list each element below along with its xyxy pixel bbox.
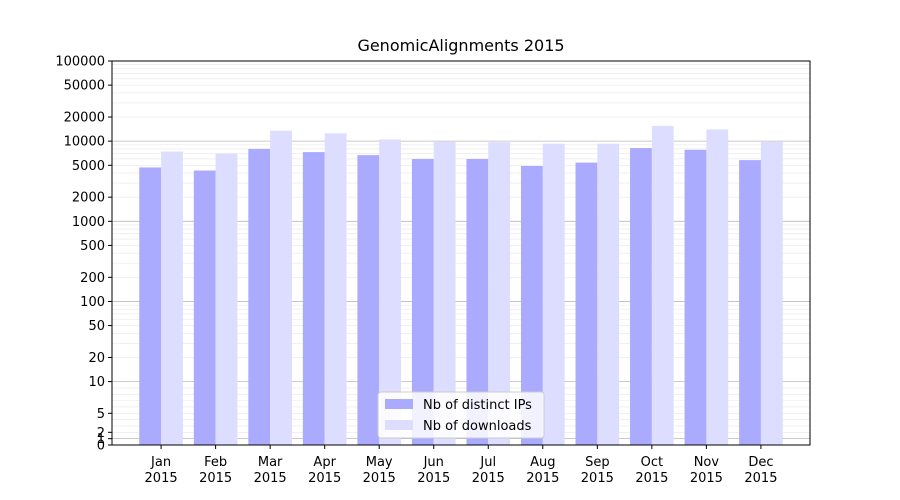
x-tick-label-line: 2015 xyxy=(417,471,450,486)
bar xyxy=(597,143,620,446)
x-tick-label-line: Aug xyxy=(530,455,555,470)
x-tick-label: Apr 2015 xyxy=(308,455,341,486)
bar xyxy=(520,165,543,445)
x-tick-label-line: 2015 xyxy=(581,471,614,486)
bar xyxy=(433,141,456,446)
bar xyxy=(684,149,707,446)
bar xyxy=(193,170,216,446)
y-tick-label: 0 xyxy=(97,439,105,454)
bar xyxy=(466,158,489,445)
bar xyxy=(324,133,347,445)
y-tick-label: 50000 xyxy=(64,79,105,94)
y-tick-label: 20000 xyxy=(64,111,105,126)
bar xyxy=(488,142,511,445)
x-tick-label-line: 2015 xyxy=(526,471,559,486)
x-tick-label: Sep 2015 xyxy=(581,455,614,486)
bar xyxy=(542,143,565,446)
bar xyxy=(161,151,183,445)
legend-swatch xyxy=(385,399,413,409)
bar xyxy=(139,167,162,445)
x-tick-label-line: 2015 xyxy=(363,471,396,486)
plot-frame xyxy=(111,60,811,446)
bar xyxy=(706,129,729,446)
y-tick-label: 2 xyxy=(97,426,105,441)
bar xyxy=(630,148,652,445)
bar xyxy=(760,141,783,446)
x-tick-label-line: 2015 xyxy=(199,471,232,486)
x-tick-label-line: Jun xyxy=(423,455,444,470)
x-tick-label: Oct 2015 xyxy=(635,455,668,486)
legend-swatch xyxy=(385,420,413,430)
bar xyxy=(739,160,761,446)
x-tick-label: May 2015 xyxy=(363,455,396,486)
x-tick-label-line: Jul xyxy=(479,455,496,470)
x-tick-label: Feb 2015 xyxy=(199,455,232,486)
bar xyxy=(248,148,271,446)
x-tick-label-line: May xyxy=(366,455,393,470)
chart-title: GenomicAlignments 2015 xyxy=(357,36,564,55)
bar xyxy=(575,162,598,445)
bar xyxy=(302,152,325,445)
y-tick-label: 10000 xyxy=(64,135,105,150)
x-tick-label-line: Feb xyxy=(204,455,227,470)
x-tick-label-line: 2015 xyxy=(635,471,668,486)
axes-layer: 012 5 10 20 50 100 200 500 1000 2000 5000 10000 2000… xyxy=(55,55,811,486)
bar xyxy=(270,130,292,445)
x-tick-label-line: 2015 xyxy=(744,471,777,486)
x-tick-label-line: 2015 xyxy=(145,471,178,486)
x-tick-label: Jul 2015 xyxy=(472,455,505,486)
x-tick-label-line: Oct xyxy=(641,455,663,470)
x-tick-label: Jun 2015 xyxy=(417,455,450,486)
y-tick-label: 20 xyxy=(88,351,105,366)
bar xyxy=(651,125,674,446)
x-tick-label-line: Jan xyxy=(150,455,171,470)
bar xyxy=(357,155,380,445)
x-tick-label-line: Sep xyxy=(585,455,610,470)
x-tick-label: Aug 2015 xyxy=(526,455,559,486)
x-tick-label-line: 2015 xyxy=(308,471,341,486)
y-tick-label: 1000 xyxy=(72,215,105,230)
bar xyxy=(411,158,434,445)
y-tick-label: 500 xyxy=(80,239,105,254)
y-tick-label: 100 xyxy=(80,295,105,310)
y-tick-label: 50 xyxy=(88,319,105,334)
x-tick-label-line: 2015 xyxy=(472,471,505,486)
x-tick-label-line: Apr xyxy=(313,455,336,470)
x-tick-label-line: 2015 xyxy=(690,471,723,486)
legend: Nb of distinct IPs Nb of downloads xyxy=(377,391,545,439)
x-tick-label: Jan 2015 xyxy=(145,455,178,486)
y-tick-label: 100000 xyxy=(55,55,105,70)
x-tick-label-line: 2015 xyxy=(254,471,287,486)
y-tick-label: 5000 xyxy=(72,159,105,174)
y-tick-label: 1 xyxy=(97,432,105,447)
y-tick-label: 200 xyxy=(80,271,105,286)
x-tick-label-line: Dec xyxy=(748,455,773,470)
legend-label: Nb of downloads xyxy=(423,419,532,434)
x-tick-label: Nov 2015 xyxy=(690,455,723,486)
y-tick-label: 10 xyxy=(88,375,105,390)
y-tick-label: 5 xyxy=(97,407,105,422)
y-tick-label: 2000 xyxy=(72,191,105,206)
bar xyxy=(215,153,238,445)
x-tick-label: Mar 2015 xyxy=(254,455,287,486)
legend-box xyxy=(377,391,545,439)
x-tick-label-line: Nov xyxy=(694,455,720,470)
x-tick-label: Dec 2015 xyxy=(744,455,777,486)
legend-label: Nb of distinct IPs xyxy=(423,398,532,413)
bars-layer xyxy=(139,125,783,446)
x-tick-label-line: Mar xyxy=(258,455,283,470)
bar xyxy=(379,139,402,445)
